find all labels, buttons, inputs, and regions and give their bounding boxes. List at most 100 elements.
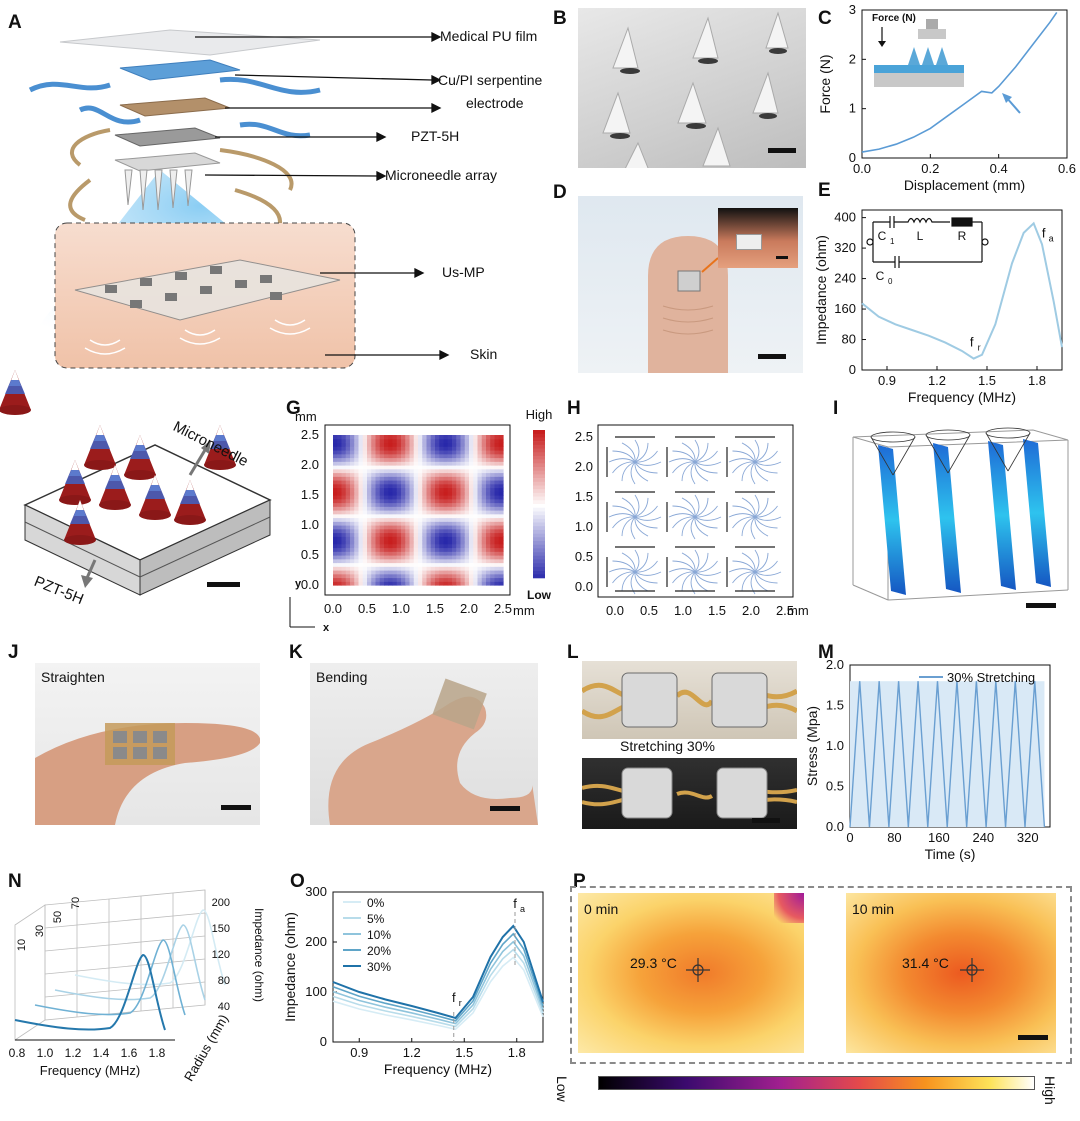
heat-cell xyxy=(456,521,462,526)
heat-cell xyxy=(426,562,432,567)
heat-cell xyxy=(464,581,470,586)
heat-cell xyxy=(473,506,479,511)
heat-cell xyxy=(473,491,479,496)
heat-cell xyxy=(460,480,466,485)
heat-cell xyxy=(418,472,423,477)
heat-cell xyxy=(418,581,423,586)
heat-cell xyxy=(439,476,445,481)
heat-cell xyxy=(413,570,419,575)
heat-cell xyxy=(477,513,483,519)
heat-cell xyxy=(498,480,504,485)
heat-cell xyxy=(371,480,377,485)
heat-cell xyxy=(379,495,385,500)
heat-cell xyxy=(460,450,466,455)
heat-cell xyxy=(439,438,445,444)
heat-cell xyxy=(422,438,428,444)
heat-cell xyxy=(362,536,368,541)
heat-cell xyxy=(418,562,423,567)
heat-cell xyxy=(341,521,347,526)
colorbar-cell xyxy=(533,470,545,475)
heat-cell xyxy=(333,536,338,541)
field-line xyxy=(732,450,756,463)
y-tick-label: 0.5 xyxy=(826,779,844,794)
heat-cell xyxy=(452,483,457,489)
heat-cell xyxy=(477,547,483,552)
heat-cell xyxy=(498,513,504,519)
heat-cell xyxy=(422,581,428,586)
heat-cell xyxy=(350,581,355,586)
heat-cell xyxy=(371,446,377,451)
heat-cell xyxy=(392,450,398,455)
heat-cell xyxy=(494,528,500,534)
x-tick-label: 1.8 xyxy=(508,1045,526,1060)
heat-cell xyxy=(384,468,389,474)
heat-cell xyxy=(456,498,462,504)
force-curve xyxy=(861,12,1058,153)
heat-cell xyxy=(494,453,500,459)
heat-cell xyxy=(384,502,389,507)
heat-cell xyxy=(430,547,436,552)
heat-cell xyxy=(430,551,436,556)
field-line xyxy=(612,516,636,529)
microneedle-base xyxy=(114,152,221,172)
heat-cell xyxy=(426,435,432,440)
heat-cell xyxy=(477,476,483,481)
heat-cell xyxy=(439,465,445,470)
heat-cell xyxy=(486,555,491,560)
heat-cell xyxy=(422,453,428,459)
field-line xyxy=(621,552,636,573)
label-10min: 10 min xyxy=(852,901,895,917)
heat-cell xyxy=(413,476,419,481)
heat-cell xyxy=(401,525,406,530)
x-tick-label: 0.6 xyxy=(1058,161,1076,176)
heat-cell xyxy=(392,487,398,492)
heat-cell xyxy=(396,577,402,582)
heat-cell xyxy=(494,510,500,515)
heat-cell xyxy=(498,551,504,556)
heat-cell xyxy=(413,555,419,560)
heat-cell xyxy=(435,536,440,541)
heat-cell xyxy=(435,502,440,507)
heat-cell xyxy=(409,438,415,444)
heat-cell xyxy=(422,476,428,481)
heat-cell xyxy=(341,573,347,579)
heat-cell xyxy=(396,438,402,444)
patch-elements xyxy=(105,266,282,308)
heat-cell xyxy=(460,442,466,447)
heat-cell xyxy=(413,453,419,459)
heat-cell xyxy=(481,446,487,451)
heat-cell xyxy=(379,468,385,474)
caption-stretching: Stretching 30% xyxy=(620,738,715,754)
heat-cell xyxy=(456,547,462,552)
heat-cell xyxy=(452,558,457,564)
heat-cell xyxy=(341,446,347,451)
heat-cell xyxy=(396,446,402,451)
heat-cell xyxy=(452,472,457,477)
heat-cell xyxy=(477,566,483,571)
heat-cell xyxy=(464,528,470,534)
field-line xyxy=(681,571,696,592)
heat-cell xyxy=(341,555,347,560)
heat-cell xyxy=(435,566,440,571)
heat-cell xyxy=(409,543,415,549)
heat-cell xyxy=(460,540,466,545)
heat-cell xyxy=(337,577,343,582)
heat-cell xyxy=(443,461,449,466)
heat-cell xyxy=(392,525,398,530)
field-line xyxy=(732,516,756,529)
heat-cell xyxy=(452,498,457,504)
heat-cell xyxy=(422,472,428,477)
heat-cell xyxy=(481,555,487,560)
heat-cell xyxy=(469,540,474,545)
heat-cell xyxy=(388,513,394,519)
heat-cell xyxy=(350,480,355,485)
heat-cell xyxy=(392,570,398,575)
heat-cell xyxy=(426,570,432,575)
heat-cell xyxy=(371,558,377,564)
heat-cell xyxy=(341,577,347,582)
heat-cell xyxy=(405,566,411,571)
colorbar-cell xyxy=(533,444,545,449)
heat-cell xyxy=(447,472,453,477)
heat-cell xyxy=(345,453,351,459)
label-0min: 0 min xyxy=(584,901,619,917)
